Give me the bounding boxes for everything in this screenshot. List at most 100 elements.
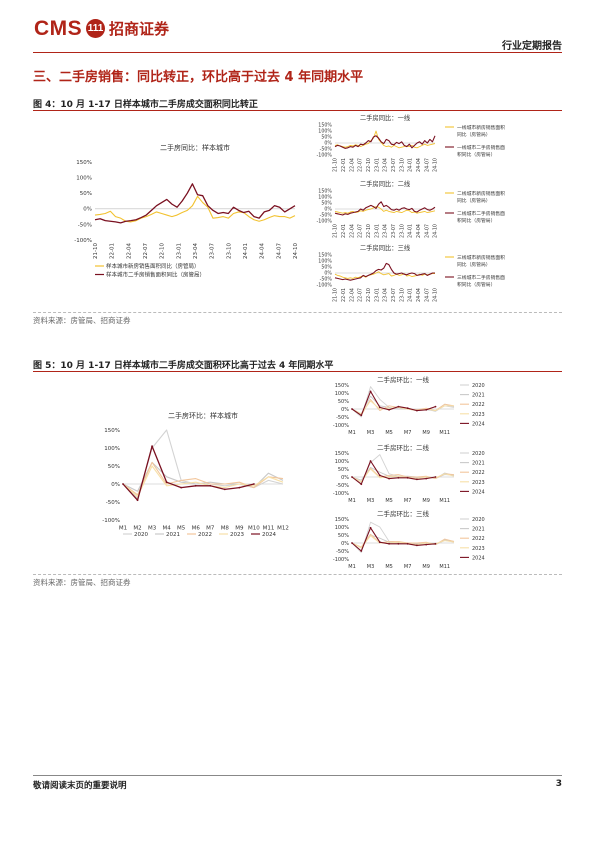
series-line bbox=[334, 135, 436, 149]
x-tick-label: M9 bbox=[422, 564, 430, 570]
legend-label-line2: 积同比（房管局） bbox=[457, 281, 495, 288]
mom-main-chart: 二手房环比：样本城市 150% 100% 50% 0% -50% -100% M1 M2 M3 M4… bbox=[102, 411, 289, 538]
series-point bbox=[425, 543, 428, 546]
x-tick-label: 22-07 bbox=[358, 158, 364, 172]
x-tick-label: M4 bbox=[163, 526, 172, 532]
y-tick-label: 50% bbox=[338, 399, 349, 405]
series-point bbox=[434, 405, 437, 408]
mom-tier1-chart: 二手房环比：一线 150% 100% 50% 0% -50% -100%M1 M3 M5 M7 M9… bbox=[333, 375, 485, 436]
x-tick-label: 23-01 bbox=[374, 224, 380, 238]
x-tick-label: 22-10 bbox=[366, 288, 372, 302]
series-line bbox=[334, 262, 435, 281]
series-point bbox=[434, 542, 437, 545]
legend-label-line2: 同比（房管局） bbox=[457, 131, 491, 138]
x-tick-label: M11 bbox=[263, 526, 275, 532]
yoy-tier1-chart: 二手房同比：一线 150%100%50%0%-50%-100%21-10 22-01… bbox=[317, 113, 506, 172]
x-tick-label: M3 bbox=[367, 498, 375, 504]
y-tick-label: 0% bbox=[111, 482, 120, 488]
x-tick-label: 23-07 bbox=[391, 158, 397, 172]
x-tick-label: 24-01 bbox=[243, 243, 249, 259]
y-tick-label: -100% bbox=[333, 423, 349, 429]
x-tick-label: M3 bbox=[367, 564, 375, 570]
x-tick-label: 22-04 bbox=[349, 158, 355, 172]
x-tick-label: M1 bbox=[119, 526, 127, 532]
legend-label: 2022 bbox=[472, 470, 485, 476]
series-point bbox=[360, 414, 363, 417]
legend-label-line1: 三线城市新房销售面积 bbox=[457, 254, 505, 261]
y-tick-label: 50% bbox=[338, 533, 349, 539]
x-tick-label: M1 bbox=[348, 430, 356, 436]
x-tick-label: 24-10 bbox=[433, 158, 439, 172]
x-tick-label: 23-04 bbox=[193, 243, 199, 259]
legend-label: 2020 bbox=[472, 383, 485, 389]
figure5-title-rule bbox=[33, 371, 562, 372]
series-line bbox=[351, 527, 436, 552]
series-point bbox=[351, 408, 353, 410]
series-line bbox=[122, 465, 284, 498]
x-tick-label: M3 bbox=[367, 430, 375, 436]
y-tick-label: -100% bbox=[74, 238, 92, 244]
x-tick-label: 22-01 bbox=[341, 224, 347, 238]
legend-label: 2020 bbox=[134, 532, 148, 538]
y-tick-label: 50% bbox=[108, 464, 120, 470]
y-tick-label: 50% bbox=[338, 467, 349, 473]
series-point bbox=[253, 483, 255, 485]
header-divider bbox=[33, 52, 562, 53]
x-tick-label: M7 bbox=[206, 526, 215, 532]
y-tick-label: 100% bbox=[104, 446, 120, 452]
x-tick-label: 23-01 bbox=[374, 288, 380, 302]
legend-label-line1: 一线城市二手房销售面 bbox=[457, 144, 505, 151]
legend-label: 2023 bbox=[472, 412, 485, 418]
legend-label-line2: 积同比（房管局） bbox=[457, 151, 495, 158]
yoy-tier3-chart: 二手房同比：三线 150%100%50%0%-50%-100%21-10 22-01… bbox=[317, 243, 506, 302]
company-logo: CMS bbox=[34, 17, 83, 40]
series-point bbox=[397, 476, 400, 479]
y-tick-label: 50% bbox=[321, 135, 332, 141]
y-tick-label: 0% bbox=[324, 141, 332, 147]
series-line bbox=[94, 183, 296, 224]
series-point bbox=[351, 542, 353, 544]
legend-label: 2022 bbox=[472, 402, 485, 408]
series-point bbox=[165, 481, 168, 484]
series-point bbox=[388, 542, 390, 545]
y-tick-label: 100% bbox=[318, 259, 332, 265]
y-tick-label: 150% bbox=[104, 428, 120, 434]
yoy-main-chart: 二手房同比：样本城市 150% 100% 50% 0% -50% -100%21-10 22-… bbox=[74, 143, 299, 279]
series-point bbox=[369, 460, 372, 462]
y-tick-label: 100% bbox=[318, 129, 332, 135]
x-tick-label: M10 bbox=[248, 526, 260, 532]
y-tick-label: 100% bbox=[335, 525, 350, 531]
series-point bbox=[223, 488, 226, 491]
mom-tier3-chart: 二手房环比：三线 150% 100% 50% 0% -50% -100%M1 M3 M5 M7 M9… bbox=[333, 509, 485, 570]
y-tick-label: 150% bbox=[335, 451, 350, 457]
x-tick-label: 22-01 bbox=[110, 243, 116, 259]
legend-label: 2024 bbox=[472, 421, 485, 427]
series-point bbox=[180, 486, 183, 489]
series-point bbox=[122, 483, 124, 485]
x-tick-label: M5 bbox=[385, 430, 393, 436]
y-tick-label: -100% bbox=[102, 518, 120, 524]
x-tick-label: 22-01 bbox=[341, 158, 347, 172]
legend-label-line1: 二线城市新房销售面积 bbox=[457, 190, 505, 197]
legend-label: 2023 bbox=[472, 480, 485, 486]
legend-label: 2020 bbox=[472, 451, 485, 457]
y-tick-label: -100% bbox=[333, 491, 349, 497]
legend-label: 2024 bbox=[472, 555, 485, 561]
x-tick-label: M7 bbox=[404, 430, 412, 436]
series-point bbox=[194, 484, 197, 487]
legend-label: 2022 bbox=[198, 532, 212, 538]
series-point bbox=[425, 408, 428, 411]
x-tick-label: 23-01 bbox=[374, 158, 380, 172]
x-tick-label: 24-01 bbox=[408, 158, 414, 172]
x-tick-label: 23-10 bbox=[399, 224, 405, 238]
y-tick-label: 150% bbox=[318, 123, 332, 129]
company-name: 招商证券 bbox=[109, 20, 170, 38]
x-tick-label: 21-10 bbox=[333, 224, 339, 238]
y-tick-label: 0% bbox=[341, 475, 349, 481]
x-tick-label: M7 bbox=[404, 498, 412, 504]
x-tick-label: 24-07 bbox=[424, 224, 430, 238]
series-point bbox=[378, 541, 381, 544]
series-point bbox=[388, 477, 390, 480]
x-tick-label: 21-10 bbox=[93, 243, 99, 259]
x-tick-label: 22-04 bbox=[349, 288, 355, 302]
